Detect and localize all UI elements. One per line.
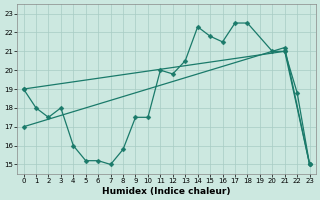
- X-axis label: Humidex (Indice chaleur): Humidex (Indice chaleur): [102, 187, 231, 196]
